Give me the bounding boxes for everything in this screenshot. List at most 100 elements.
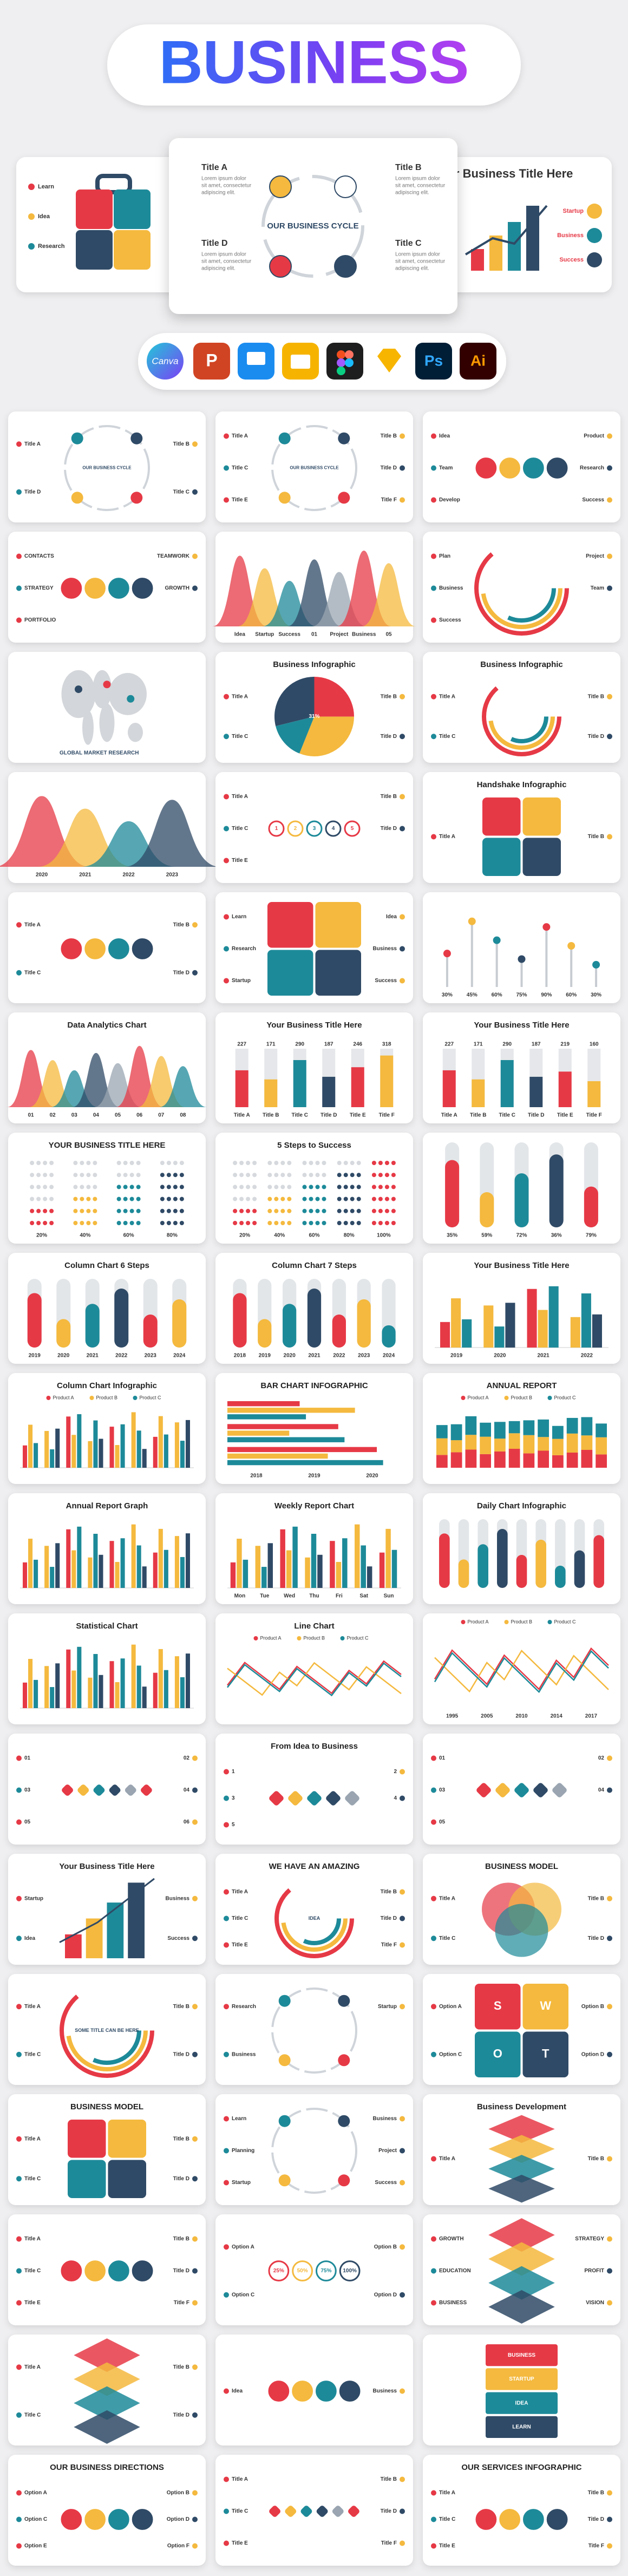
slide-label: 04 — [598, 1787, 605, 1793]
bar-segment — [450, 1452, 462, 1468]
bar-segment — [436, 1455, 448, 1468]
slide-label: 2022 — [333, 1353, 345, 1359]
label-dot — [400, 734, 405, 740]
label-dot — [607, 834, 612, 840]
app-icons: Canva P Ps Ai — [147, 343, 496, 380]
person-dot — [378, 1173, 383, 1178]
slide-label: 03 — [439, 1787, 446, 1793]
quad-cell — [315, 902, 361, 948]
person-dot — [280, 1221, 285, 1225]
slide-label: Title C — [439, 1936, 455, 1941]
person-dot — [93, 1221, 97, 1225]
bar-segment — [436, 1438, 448, 1455]
slide-label: Planning — [232, 2148, 254, 2154]
person-dot — [378, 1161, 383, 1165]
person-dot — [337, 1173, 342, 1178]
quad-cell — [68, 2160, 106, 2198]
slide-label: Title C — [24, 2176, 41, 2182]
bar — [261, 1567, 267, 1588]
person-dot — [280, 1197, 285, 1201]
bar-segment — [494, 1451, 506, 1468]
slide-label: Research — [232, 2004, 256, 2010]
slide: Your Business Title Here 2019 2020 2021 2022 — [423, 1253, 620, 1364]
slide-label: Title C — [439, 734, 455, 740]
bar — [109, 1661, 114, 1708]
slide-label: Business — [352, 632, 376, 638]
label-dot — [16, 2268, 22, 2274]
pill-fill — [584, 1186, 598, 1227]
label-dot — [607, 465, 612, 471]
slide-label: Title B — [381, 2476, 397, 2482]
slide-label: Title B — [588, 694, 604, 699]
label-dot — [431, 433, 436, 439]
bar — [548, 1286, 559, 1348]
circle-text: 3 — [313, 826, 316, 832]
step-shape — [288, 1791, 303, 1806]
label-dot — [607, 1787, 612, 1793]
slide: Column Chart Infographic Product A Product… — [8, 1373, 206, 1484]
person-dot — [123, 1173, 128, 1178]
slide-label: 5 — [232, 1822, 235, 1828]
growth-arrow — [465, 205, 548, 256]
person-dot — [252, 1208, 257, 1213]
value-label: 187 — [532, 1042, 541, 1048]
label-dot — [224, 2244, 229, 2250]
label-dot — [224, 433, 229, 439]
person-dot — [80, 1208, 84, 1213]
person-dot — [160, 1185, 165, 1189]
slide: OUR SERVICES INFOGRAPHIC Title A Title B Ti… — [423, 2455, 620, 2566]
slide-label: Title B — [588, 2490, 604, 2496]
person-dot — [166, 1208, 171, 1213]
label-dot — [400, 826, 405, 832]
slide-label: Startup — [24, 1895, 43, 1901]
slide-label: Startup — [255, 632, 274, 638]
bar — [93, 1653, 98, 1708]
label-dot — [431, 694, 436, 699]
person-dot — [233, 1161, 238, 1165]
bar — [158, 1649, 163, 1708]
step-shape — [307, 1791, 322, 1806]
label-dot — [400, 2508, 405, 2514]
label-dot — [431, 585, 436, 591]
person-dot — [49, 1221, 54, 1225]
bar — [174, 1536, 179, 1588]
label-dot — [224, 2148, 229, 2154]
slide-label: 2023 — [145, 1353, 157, 1359]
slide-label: Idea — [439, 433, 450, 439]
legend-label: Product B — [96, 1395, 118, 1400]
cycle-node — [338, 492, 350, 504]
legend-label: Product C — [554, 1619, 577, 1624]
person-dot — [391, 1197, 396, 1201]
quad-letter: O — [493, 2047, 502, 2061]
slide-label: Title B — [173, 2136, 189, 2142]
cycle-node — [278, 2115, 291, 2127]
step-shape — [316, 2506, 328, 2517]
slide-label: 2024 — [173, 1353, 186, 1359]
legend-swatch — [340, 1636, 345, 1640]
person-dot — [337, 1208, 342, 1213]
bar — [55, 1663, 60, 1708]
map-pin — [75, 685, 82, 694]
quad-cell — [267, 902, 313, 948]
person-dot — [166, 1185, 171, 1189]
map-pin — [103, 681, 111, 689]
growth-bar — [489, 236, 502, 271]
person-dot — [86, 1161, 91, 1165]
line-series — [434, 1647, 609, 1691]
person-dot — [86, 1197, 91, 1201]
hero-label: Success — [559, 257, 584, 263]
slide-label: Success — [278, 632, 300, 638]
cycle-node — [71, 492, 83, 504]
legend-swatch — [297, 1636, 302, 1640]
slide: WE HAVE AN AMAZING IDEA Title A Title B Titl… — [215, 1854, 413, 1965]
slide-label: Tue — [260, 1593, 269, 1599]
person-dot — [43, 1173, 48, 1178]
slide-label: Title D — [173, 2412, 189, 2418]
quad-cell — [482, 797, 521, 836]
bar — [50, 1449, 55, 1468]
label-dot — [431, 2490, 436, 2496]
person-dot — [302, 1161, 307, 1165]
bar — [264, 1079, 278, 1107]
wave-peak — [124, 800, 220, 867]
